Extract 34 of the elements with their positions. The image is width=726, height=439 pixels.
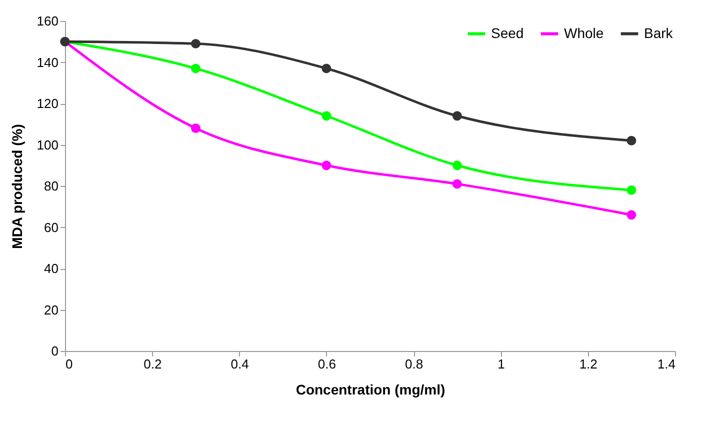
x-tick-label: 1.2 [579, 356, 598, 372]
x-tick-label: 0.2 [144, 356, 162, 372]
x-tick-label: 1.4 [657, 356, 676, 372]
point [452, 179, 462, 189]
x-tick-label: 0 [66, 356, 73, 372]
y-tick-label: 100 [36, 137, 58, 152]
y-tick-label: 60 [44, 220, 58, 235]
x-tick-label: 0.4 [230, 356, 249, 372]
y-tick-label: 80 [44, 178, 58, 194]
point [190, 64, 200, 74]
x-tick-label: 0.8 [405, 356, 424, 372]
y-tick-label: 140 [36, 54, 58, 70]
point [452, 160, 462, 170]
point [190, 124, 200, 133]
point [322, 160, 332, 170]
legend-label: Whole [564, 24, 604, 41]
point [626, 185, 636, 195]
point [322, 64, 332, 74]
legend-label: Seed [491, 24, 524, 41]
x-tick-label: 1 [498, 356, 505, 372]
point [626, 210, 636, 220]
y-tick-label: 0 [51, 344, 58, 358]
point [190, 38, 200, 48]
y-tick-label: 120 [36, 96, 58, 111]
y-tick-label: 160 [36, 14, 58, 28]
y-tick-label: 40 [44, 261, 58, 276]
x-tick-label: 0.6 [318, 356, 336, 372]
legend-label: Bark [644, 24, 674, 41]
y-axis-title: MDA produced (%) [8, 124, 25, 249]
y-tick-label: 20 [44, 302, 58, 318]
x-axis-title: Concentration (mg/ml) [296, 382, 446, 398]
point [452, 111, 462, 121]
point [322, 111, 332, 121]
point [626, 136, 636, 146]
